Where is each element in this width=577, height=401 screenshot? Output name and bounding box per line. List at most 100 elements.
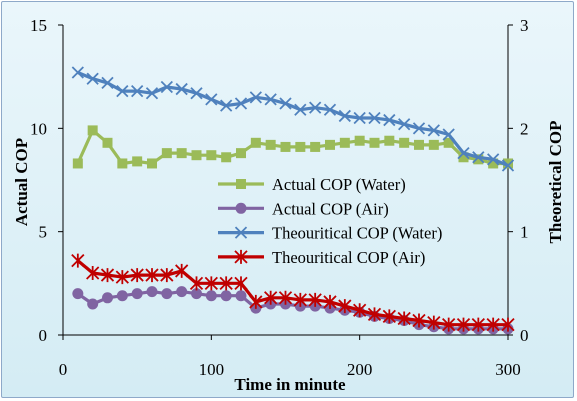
data-point: [249, 294, 263, 309]
data-point: [190, 87, 203, 100]
data-point: [161, 288, 173, 300]
data-point: [293, 292, 307, 307]
data-point: [117, 158, 128, 169]
data-point: [486, 317, 500, 332]
y-right-tick-label: 0: [520, 326, 529, 345]
data-point: [221, 152, 232, 163]
data-point: [189, 276, 204, 291]
data-point: [176, 148, 187, 159]
data-point: [309, 101, 322, 114]
data-point: [399, 137, 410, 148]
data-point: [323, 103, 337, 116]
data-point: [369, 137, 380, 148]
data-point: [147, 158, 157, 169]
legend-marker: [234, 249, 248, 264]
legend-item: Theouritical COP (Air): [218, 248, 425, 267]
data-point: [323, 294, 337, 309]
data-point: [443, 137, 454, 148]
data-point: [86, 72, 99, 85]
data-point: [456, 317, 471, 332]
data-point: [145, 87, 159, 100]
data-point: [442, 317, 456, 332]
data-point: [383, 113, 396, 127]
data-point: [130, 268, 144, 283]
data-point: [87, 298, 99, 310]
data-point: [473, 154, 484, 165]
data-point: [191, 288, 202, 300]
data-point: [458, 152, 469, 163]
data-point: [145, 268, 159, 283]
data-point: [132, 156, 143, 167]
data-point: [219, 276, 233, 291]
data-point: [236, 148, 246, 159]
data-point: [264, 93, 277, 106]
data-point: [249, 91, 262, 104]
data-point: [71, 253, 85, 268]
data-point: [295, 141, 306, 152]
legend-marker: [236, 179, 246, 189]
x-tick-label: 300: [495, 360, 521, 379]
data-point: [367, 307, 382, 322]
data-point: [338, 109, 351, 123]
data-point: [294, 103, 307, 116]
legend-label: Theouritical COP (Water): [272, 224, 442, 243]
data-point: [398, 118, 411, 131]
data-point: [384, 135, 395, 146]
data-point: [501, 317, 515, 332]
data-point: [428, 139, 439, 150]
data-point: [279, 97, 292, 110]
data-point: [325, 139, 335, 150]
data-point: [176, 286, 188, 298]
series-line: [76, 259, 508, 327]
data-point: [412, 313, 426, 328]
data-point: [234, 97, 248, 110]
data-point: [220, 290, 232, 302]
data-point: [116, 84, 129, 98]
data-point: [87, 125, 98, 136]
data-point: [146, 286, 158, 298]
data-point: [353, 111, 366, 125]
data-point: [175, 82, 188, 96]
series-layer: [71, 66, 515, 335]
data-point: [205, 93, 218, 106]
legend: Actual COP (Water) Actual COP (Air) Theour…: [218, 175, 442, 267]
data-point: [264, 290, 278, 305]
legend-label: Theouritical COP (Air): [272, 248, 425, 267]
data-point: [280, 141, 291, 152]
y-left-tick-label: 15: [30, 16, 47, 35]
series-line: [76, 128, 508, 166]
data-point: [457, 146, 470, 160]
data-point: [220, 99, 233, 112]
data-point: [161, 148, 172, 159]
data-point: [338, 299, 352, 314]
legend-item: Actual COP (Water): [218, 175, 406, 194]
series-line: [77, 71, 509, 167]
y-right-tick-label: 1: [520, 223, 529, 242]
axis-ticks: [58, 24, 513, 340]
series-3: [71, 253, 515, 332]
data-point: [265, 139, 276, 150]
data-point: [204, 276, 218, 291]
data-point: [412, 122, 426, 135]
data-point: [310, 141, 321, 152]
data-point: [206, 150, 217, 161]
data-point: [471, 317, 485, 332]
x-tick-label: 0: [59, 360, 68, 379]
series-2: [71, 66, 515, 172]
data-point: [442, 128, 455, 141]
data-point: [353, 303, 367, 318]
data-point: [102, 292, 113, 304]
data-point: [86, 266, 100, 280]
data-point: [488, 158, 499, 169]
legend-item: Theouritical COP (Water): [218, 224, 442, 243]
data-point: [160, 268, 174, 283]
data-point: [175, 263, 189, 278]
data-point: [235, 290, 247, 302]
data-point: [131, 288, 143, 300]
data-point: [487, 153, 500, 166]
data-point: [368, 111, 381, 125]
y-axis-left-label: Actual COP: [12, 138, 31, 226]
y-left-tick-label: 5: [39, 223, 48, 242]
data-point: [308, 292, 322, 307]
